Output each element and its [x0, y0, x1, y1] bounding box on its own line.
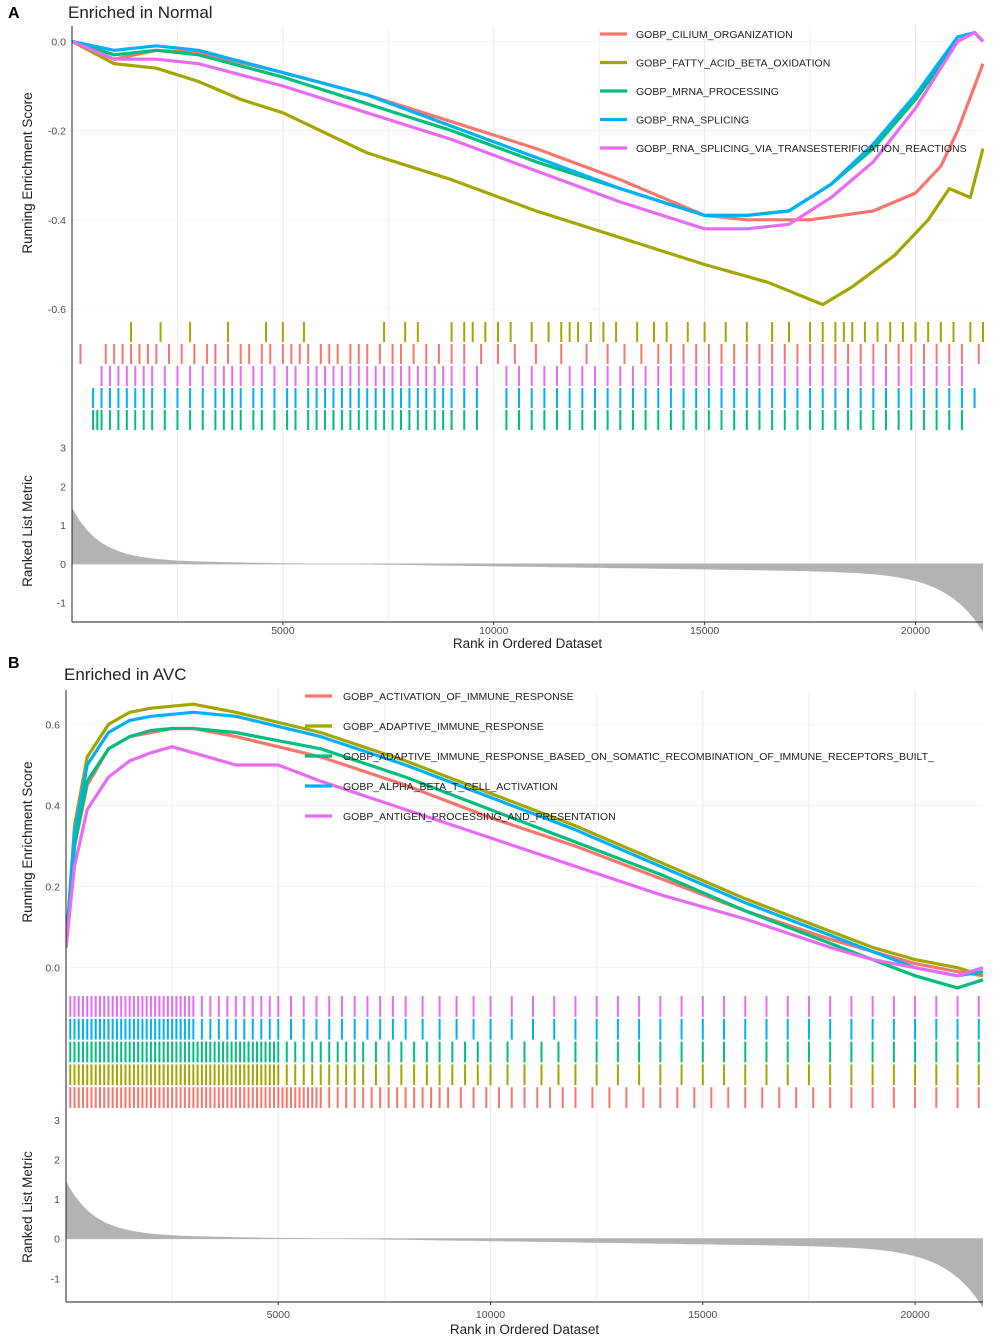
es-ytick-label: -0.4 — [48, 215, 66, 227]
chart-title: Enriched in AVC — [64, 665, 187, 684]
es-ytick-label: -0.2 — [48, 126, 66, 138]
es-ylabel: Running Enrichment Score — [20, 92, 35, 253]
x-tick-label: 10000 — [479, 625, 508, 637]
x-axis-label: Rank in Ordered Dataset — [450, 1322, 600, 1337]
metric-ytick-label: 3 — [60, 443, 66, 455]
x-axis-label: Rank in Ordered Dataset — [453, 636, 603, 651]
legend-label: GOBP_ACTIVATION_OF_IMMUNE_RESPONSE — [343, 691, 574, 703]
x-tick-label: 20000 — [900, 1309, 929, 1321]
legend-label: GOBP_CILIUM_ORGANIZATION — [636, 29, 793, 41]
es-line — [72, 30, 984, 217]
x-tick-label: 15000 — [690, 625, 719, 637]
es-ytick-label: 0.4 — [45, 801, 60, 813]
x-tick-label: 10000 — [476, 1309, 505, 1321]
metric-ytick-label: -1 — [51, 1273, 60, 1285]
metric-ytick-label: -1 — [57, 598, 66, 610]
panel-label: B — [8, 655, 20, 672]
x-tick-label: 20000 — [901, 625, 930, 637]
metric-ytick-label: 2 — [60, 481, 66, 493]
panel-b: B Enriched in AVC 0.0 0.2 0.4 0.6 Running Enri… — [8, 655, 984, 1337]
x-tick-label: 5000 — [271, 625, 295, 637]
es-ytick-label: 0.0 — [45, 963, 60, 975]
legend-label: GOBP_RNA_SPLICING_VIA_TRANSESTERIFICATIO… — [636, 143, 967, 155]
es-lines — [66, 702, 984, 990]
ranked-metric-area — [66, 1181, 983, 1308]
x-tick-label: 5000 — [267, 1309, 291, 1321]
hit-barcode — [79, 322, 984, 430]
es-lines — [72, 30, 984, 307]
es-line — [72, 30, 984, 231]
metric-ytick-label: 3 — [54, 1115, 60, 1127]
hit-barcode — [69, 996, 980, 1108]
legend-label: GOBP_ADAPTIVE_IMMUNE_RESPONSE — [343, 721, 544, 733]
es-line — [66, 702, 984, 978]
es-line — [72, 39, 984, 222]
metric-ylabel: Ranked List Metric — [20, 475, 35, 587]
legend-label: GOBP_MRNA_PROCESSING — [636, 86, 779, 98]
x-tick-label: 15000 — [688, 1309, 717, 1321]
es-line — [66, 745, 984, 978]
legend-label: GOBP_RNA_SPLICING — [636, 115, 749, 127]
es-line — [72, 30, 984, 217]
legend-label: GOBP_ANTIGEN_PROCESSING_AND_PRESENTATION — [343, 811, 616, 823]
es-line — [66, 710, 984, 978]
metric-ytick-label: 0 — [60, 559, 66, 571]
panel-label: A — [8, 5, 20, 22]
metric-ytick-label: 2 — [54, 1155, 60, 1167]
es-ytick-label: 0.6 — [45, 719, 60, 731]
es-line — [66, 726, 984, 990]
ranked-metric-area — [72, 507, 983, 632]
es-ylabel: Running Enrichment Score — [20, 761, 35, 922]
es-ytick-label: -0.6 — [48, 304, 66, 316]
es-line — [72, 39, 984, 307]
metric-ytick-label: 0 — [54, 1234, 60, 1246]
legend-label: GOBP_FATTY_ACID_BETA_OXIDATION — [636, 58, 830, 70]
panel-a: A Enriched in Normal 0.0 -0.2 -0.4 -0.6 Runnin… — [8, 3, 984, 651]
es-ytick-label: 0.0 — [51, 36, 66, 48]
metric-ytick-label: 1 — [60, 520, 66, 532]
es-ytick-label: 0.2 — [45, 882, 60, 894]
legend-label: GOBP_ALPHA_BETA_T_CELL_ACTIVATION — [343, 781, 558, 793]
metric-ytick-label: 1 — [54, 1194, 60, 1206]
legend-label: GOBP_ADAPTIVE_IMMUNE_RESPONSE_BASED_ON_S… — [343, 751, 934, 763]
metric-ylabel: Ranked List Metric — [20, 1151, 35, 1263]
chart-title: Enriched in Normal — [68, 3, 213, 22]
